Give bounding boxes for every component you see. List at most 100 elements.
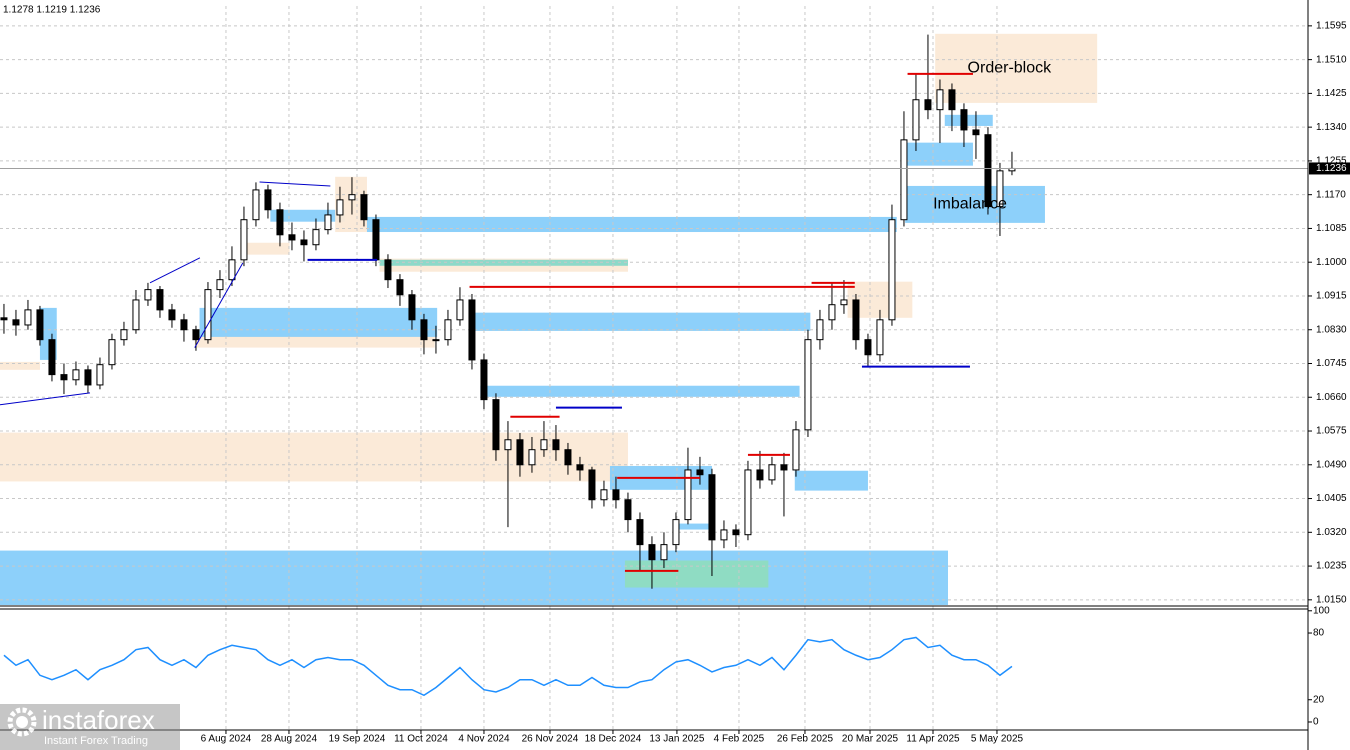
candle-body (324, 214, 332, 231)
candle-body (276, 209, 284, 236)
candle-body (444, 319, 452, 341)
candle-body (120, 329, 128, 341)
candle-body (744, 469, 752, 536)
zone (240, 242, 290, 255)
zone (624, 560, 769, 588)
trend-line (194, 262, 244, 348)
candle-body (60, 374, 68, 381)
x-tick-label: 4 Feb 2025 (714, 734, 765, 745)
candle-body (492, 399, 500, 451)
x-tick-label: 6 Aug 2024 (201, 734, 252, 745)
candle-body (372, 219, 380, 261)
candle-body (108, 339, 116, 366)
zone (674, 523, 712, 530)
candle-body (228, 259, 236, 281)
indicator-y-tick-label: 0 (1313, 717, 1319, 728)
logo-gear-hub (16, 716, 28, 728)
candle-body (708, 474, 716, 541)
candle-body (900, 139, 908, 221)
candle-body (348, 194, 356, 201)
candle-body (684, 469, 692, 521)
candle-body (480, 359, 488, 401)
candle-body (636, 519, 644, 546)
candle-body (252, 189, 260, 221)
zone-label: Order-block (968, 60, 1053, 77)
x-tick-label: 26 Nov 2024 (522, 734, 579, 745)
candle-body (972, 129, 980, 136)
candle-body (600, 489, 608, 501)
candle-body (504, 439, 512, 451)
candle-body (336, 199, 344, 216)
candle-body (264, 189, 272, 211)
y-tick-label: 1.0150 (1316, 594, 1347, 605)
y-tick-label: 1.0830 (1316, 324, 1347, 335)
x-tick-label: 26 Feb 2025 (777, 734, 834, 745)
candle-body (732, 529, 740, 536)
y-tick-label: 1.1510 (1316, 54, 1347, 65)
candle-body (168, 309, 176, 321)
zone (270, 209, 345, 222)
zone-label: Imbalance (933, 196, 1007, 213)
candle-body (576, 464, 584, 471)
candle-body (792, 429, 800, 471)
y-tick-label: 1.0490 (1316, 459, 1347, 470)
y-tick-label: 1.0405 (1316, 493, 1347, 504)
candle-body (996, 170, 1004, 208)
x-tick-label: 11 Apr 2025 (906, 734, 960, 745)
candle-body (456, 299, 464, 321)
candle-body (816, 319, 824, 341)
candle-body (888, 219, 896, 321)
logo-name: instaforex (42, 705, 155, 735)
candle-body (12, 319, 20, 326)
candle-body (180, 319, 188, 331)
candle-body (24, 309, 32, 326)
zone (469, 312, 811, 331)
x-tick-label: 18 Dec 2024 (585, 734, 642, 745)
candle-body (288, 234, 296, 241)
candle-body (912, 99, 920, 141)
candle-body (804, 339, 812, 431)
zone (194, 335, 435, 348)
candle-body (588, 469, 596, 501)
candle-body (672, 519, 680, 546)
candle-body (528, 449, 536, 466)
current-price-label: 1.1236 (1316, 163, 1347, 174)
candle-body (300, 239, 308, 246)
candle-body (756, 469, 764, 481)
x-tick-label: 20 Mar 2025 (842, 734, 899, 745)
candle-body (48, 339, 56, 376)
current-price-box (1309, 162, 1350, 175)
candle-body (468, 299, 476, 361)
candle-body (396, 279, 404, 296)
candle-body (144, 289, 152, 301)
indicator-line (3, 636, 1013, 697)
y-tick-label: 1.0320 (1316, 527, 1347, 538)
zone (480, 385, 800, 397)
trend-line (259, 181, 331, 187)
zone (935, 33, 1098, 103)
trend-line (0, 392, 91, 406)
x-tick-label: 4 Nov 2024 (458, 734, 510, 745)
zone (199, 307, 438, 337)
candle-body (84, 369, 92, 386)
zone (794, 470, 868, 491)
candle-body (240, 219, 248, 261)
candle-body (312, 229, 320, 246)
zone (0, 361, 40, 370)
y-tick-label: 1.0660 (1316, 392, 1347, 403)
candle-body (192, 329, 200, 341)
candle-body (564, 449, 572, 466)
candle-body (828, 304, 836, 321)
y-tick-label: 1.0915 (1316, 291, 1347, 302)
candle-body (96, 364, 104, 386)
candle-body (360, 194, 368, 221)
y-tick-label: 1.1425 (1316, 88, 1347, 99)
indicator-y-tick-label: 20 (1313, 694, 1325, 705)
candle-body (864, 339, 872, 356)
zone (379, 259, 628, 266)
candle-body (420, 319, 428, 341)
grid (0, 6, 1308, 730)
x-tick-label: 19 Sep 2024 (329, 734, 386, 745)
